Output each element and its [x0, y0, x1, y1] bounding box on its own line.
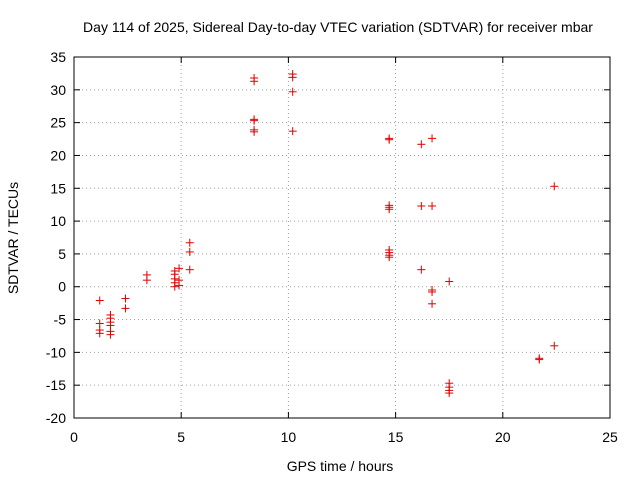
data-point	[417, 265, 426, 274]
data-point	[121, 304, 130, 313]
x-tick-label: 5	[177, 429, 185, 445]
x-tick-labels: 0 5 10 15 20 25	[70, 429, 618, 445]
data-point	[185, 247, 194, 256]
data-point	[550, 341, 559, 350]
data-point	[428, 201, 437, 210]
data-point	[417, 201, 426, 210]
data-point	[445, 389, 454, 398]
data-point	[121, 294, 130, 303]
data-point	[417, 140, 426, 149]
grid	[74, 57, 610, 418]
data-point	[142, 276, 151, 285]
data-point	[428, 287, 437, 296]
y-tick-label: 0	[58, 279, 66, 295]
data-point	[428, 299, 437, 308]
data-point	[385, 253, 394, 262]
y-tick-label: 20	[50, 147, 66, 163]
axis-ticks	[73, 56, 611, 419]
y-axis-label: SDTVAR / TECUs	[5, 182, 21, 294]
x-tick-label: 0	[70, 429, 78, 445]
y-tick-label: 35	[50, 49, 66, 65]
data-point	[288, 73, 297, 82]
data-point	[288, 87, 297, 96]
data-points	[95, 70, 559, 398]
data-point	[185, 265, 194, 274]
x-axis-label: GPS time / hours	[287, 458, 394, 474]
y-tick-labels: -20 -15 -10 -5 0 5 10 15 20 25 30 35	[46, 49, 66, 426]
data-point	[250, 127, 259, 136]
y-tick-label: -10	[46, 344, 66, 360]
data-point	[95, 329, 104, 338]
data-point	[175, 264, 184, 273]
data-point	[288, 127, 297, 136]
y-tick-label: 10	[50, 213, 66, 229]
chart-title: Day 114 of 2025, Sidereal Day-to-day VTE…	[83, 19, 593, 35]
data-point	[445, 277, 454, 286]
data-point	[250, 116, 259, 125]
x-tick-label: 20	[495, 429, 511, 445]
data-point	[106, 330, 115, 339]
y-tick-label: -5	[54, 312, 67, 328]
data-point	[250, 77, 259, 86]
data-point	[185, 238, 194, 247]
y-tick-label: 30	[50, 82, 66, 98]
y-tick-label: 25	[50, 115, 66, 131]
data-point	[170, 282, 179, 291]
x-tick-label: 15	[388, 429, 404, 445]
data-point	[385, 135, 394, 144]
data-point	[175, 281, 184, 290]
plot-frame	[73, 56, 611, 419]
y-tick-label: 15	[50, 180, 66, 196]
data-point	[428, 134, 437, 143]
data-point	[95, 296, 104, 305]
data-point	[550, 182, 559, 191]
data-point	[535, 355, 544, 364]
x-tick-label: 10	[281, 429, 297, 445]
y-tick-label: -15	[46, 377, 66, 393]
x-tick-label: 25	[602, 429, 618, 445]
data-point	[385, 205, 394, 214]
y-tick-label: 5	[58, 246, 66, 262]
y-tick-label: -20	[46, 410, 66, 426]
